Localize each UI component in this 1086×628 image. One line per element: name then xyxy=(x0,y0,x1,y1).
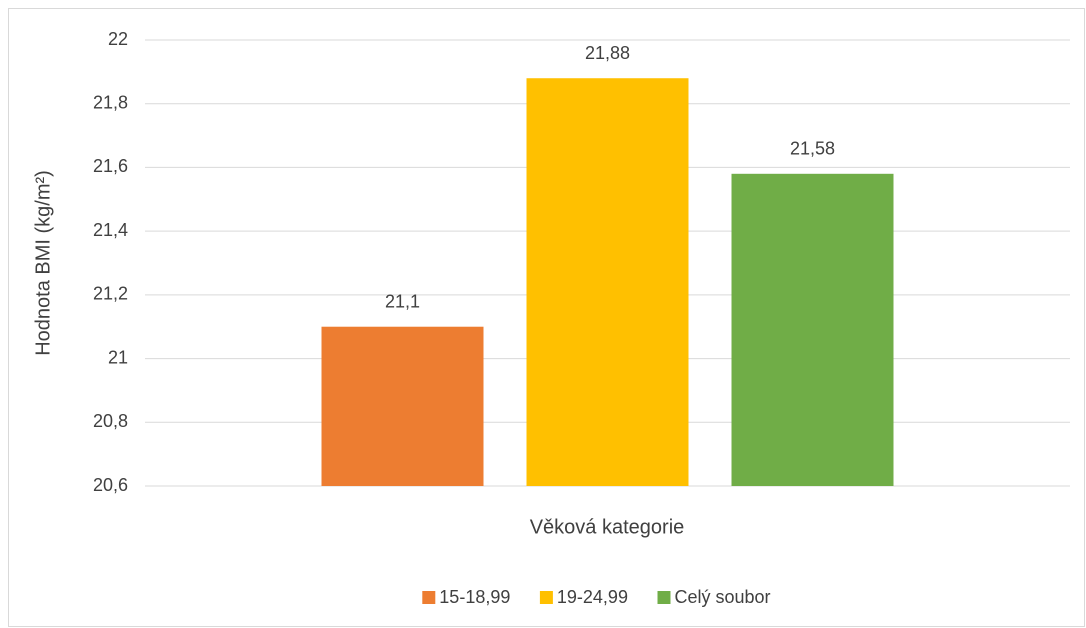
y-tick-label: 20,6 xyxy=(93,475,128,495)
y-tick-label: 21,2 xyxy=(93,284,128,304)
y-tick-label: 20,8 xyxy=(93,411,128,431)
y-tick-label: 21,6 xyxy=(93,156,128,176)
data-label: 21,58 xyxy=(790,139,835,159)
legend-swatch xyxy=(422,591,436,604)
data-label: 21,1 xyxy=(385,291,420,311)
y-tick-label: 22 xyxy=(108,29,128,49)
legend-swatch xyxy=(657,591,671,604)
y-tick-label: 21,4 xyxy=(93,220,128,240)
bar xyxy=(526,78,689,486)
legend-label: 19-24,99 xyxy=(557,587,628,607)
y-tick-label: 21,8 xyxy=(93,92,128,112)
y-axis-title: Hodnota BMI (kg/m²) xyxy=(32,170,54,356)
legend-swatch xyxy=(539,591,553,604)
chart-frame xyxy=(8,8,1085,627)
y-tick-label: 21 xyxy=(108,347,128,367)
bar xyxy=(731,173,894,487)
legend-label: 15-18,99 xyxy=(439,587,510,607)
legend-label: Celý soubor xyxy=(675,587,771,607)
bar xyxy=(321,326,484,486)
data-label: 21,88 xyxy=(585,43,630,63)
x-axis-title: Věková kategorie xyxy=(530,516,685,538)
